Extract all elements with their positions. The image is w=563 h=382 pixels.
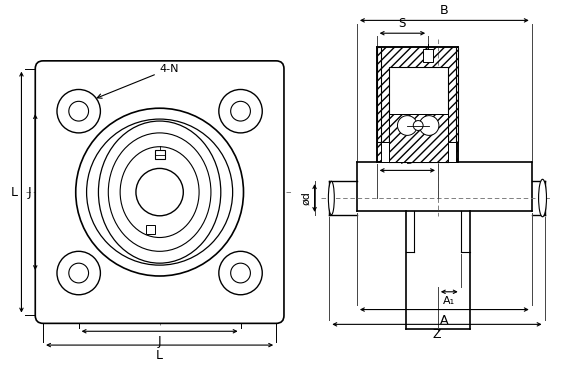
Text: J: J (158, 335, 162, 348)
Circle shape (69, 101, 88, 121)
Circle shape (397, 116, 417, 135)
Text: 4-N: 4-N (97, 64, 179, 98)
Bar (381, 142, 388, 162)
Bar (448, 142, 455, 162)
Text: B: B (440, 5, 449, 18)
Bar (388, 114, 448, 162)
Bar (423, 49, 433, 62)
Ellipse shape (539, 179, 547, 217)
Bar (377, 47, 381, 142)
Circle shape (413, 121, 423, 130)
FancyBboxPatch shape (35, 61, 284, 324)
Text: ød: ød (302, 191, 311, 205)
Text: Z: Z (433, 328, 441, 341)
Bar (388, 67, 448, 162)
Circle shape (219, 251, 262, 295)
Circle shape (87, 119, 233, 265)
Circle shape (136, 168, 184, 216)
Ellipse shape (328, 181, 334, 215)
Text: L: L (11, 186, 17, 199)
Text: S: S (399, 17, 406, 30)
Ellipse shape (120, 147, 199, 238)
Text: L: L (156, 349, 163, 362)
Bar (388, 114, 448, 162)
Ellipse shape (99, 121, 221, 263)
Circle shape (419, 116, 439, 135)
Circle shape (231, 101, 251, 121)
Circle shape (57, 251, 100, 295)
Circle shape (219, 89, 262, 133)
Circle shape (57, 89, 100, 133)
Bar (155, 150, 164, 159)
Circle shape (231, 263, 251, 283)
Circle shape (76, 108, 244, 276)
Bar (146, 225, 155, 233)
Circle shape (69, 263, 88, 283)
Text: A: A (440, 314, 449, 327)
Text: A₂: A₂ (401, 157, 413, 167)
Text: J: J (28, 186, 32, 199)
Bar (377, 47, 458, 162)
Ellipse shape (108, 133, 211, 251)
Text: A₁: A₁ (443, 296, 455, 306)
Bar (455, 47, 458, 142)
